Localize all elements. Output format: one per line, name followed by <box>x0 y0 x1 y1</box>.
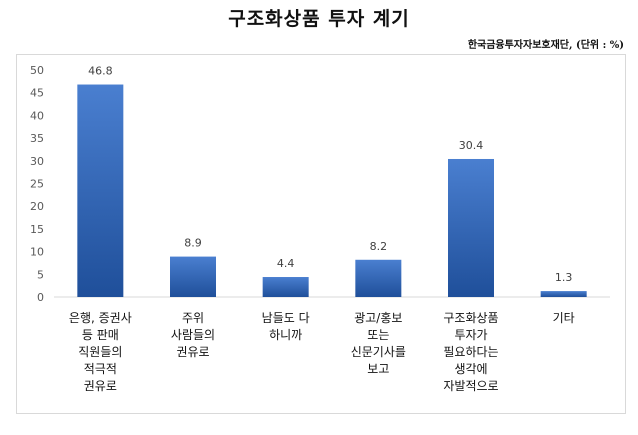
data-label: 46.8 <box>88 65 113 78</box>
bar <box>540 291 587 297</box>
y-tick-label: 15 <box>30 223 44 236</box>
category-label: 주위 사람들의 권유로 <box>171 311 215 359</box>
y-tick-label: 20 <box>30 200 44 213</box>
data-label: 30.4 <box>459 139 484 152</box>
bar <box>262 277 309 297</box>
category-label: 은행, 증권사 등 판매 직원들의 적극적 권유로 <box>69 310 132 393</box>
chart-title: 구조화상품 투자 계기 <box>228 8 410 30</box>
bar <box>77 84 124 297</box>
bar <box>355 259 402 297</box>
y-tick-label: 45 <box>30 87 44 100</box>
y-tick-label: 50 <box>30 64 44 77</box>
source-note: 한국금융투자자보호재단, (단위 : %) <box>467 40 624 51</box>
y-tick-label: 10 <box>30 246 44 259</box>
data-label: 8.2 <box>370 240 388 253</box>
y-tick-label: 0 <box>37 291 44 304</box>
chart-frame <box>16 54 626 414</box>
y-tick-label: 30 <box>30 155 44 168</box>
data-label: 1.3 <box>555 271 573 284</box>
bar <box>448 158 494 297</box>
data-label: 4.4 <box>277 257 295 270</box>
bar <box>170 256 216 297</box>
y-tick-label: 40 <box>30 109 44 122</box>
category-label: 구조화상품 투자가 필요하다는 생각에 자발적으로 <box>443 311 498 393</box>
category-label: 기타 <box>553 311 575 325</box>
category-label: 남들도 다 하니까 <box>262 311 310 342</box>
data-label: 8.9 <box>184 237 202 250</box>
y-tick-label: 5 <box>37 268 44 281</box>
y-tick-label: 35 <box>30 132 44 145</box>
category-label: 광고/홍보 또는 신문기사를 보고 <box>351 311 406 376</box>
y-tick-label: 25 <box>30 178 44 191</box>
